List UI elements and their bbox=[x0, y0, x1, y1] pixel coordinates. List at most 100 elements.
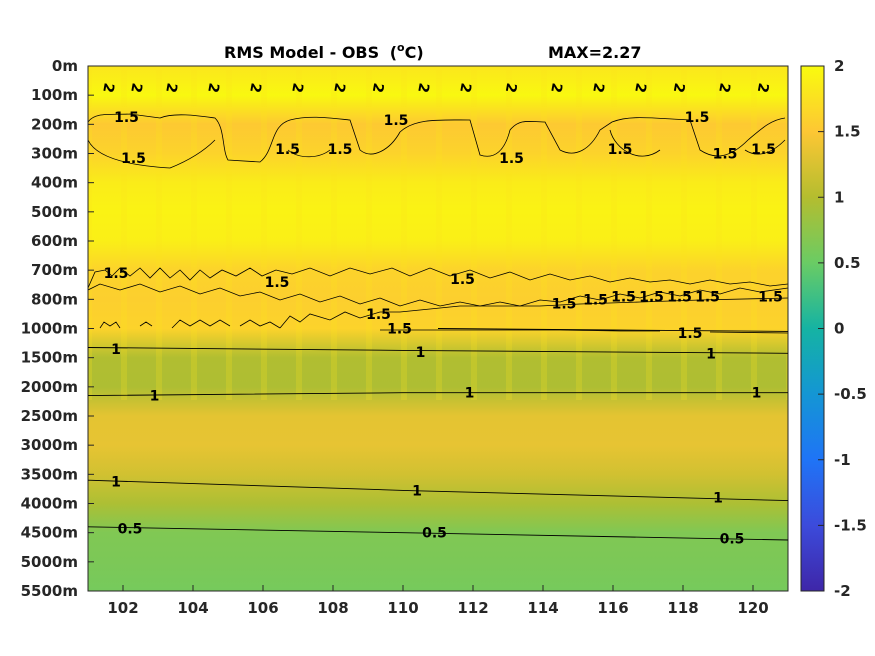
contour-label: 2 bbox=[288, 82, 305, 94]
contour-label: 1.5 bbox=[104, 266, 129, 282]
y-tick-label: 3000m bbox=[21, 436, 78, 454]
contour-1p5-sill bbox=[99, 319, 281, 329]
y-tick-label: 5500m bbox=[21, 582, 78, 600]
y-tick-label: 1500m bbox=[21, 349, 78, 367]
contour-labels: 2 2 2 2 2 2 2 2 2 2 2 2 2 2 2 2 21.5 1.5 1.51.51.5 1.51.51.… bbox=[99, 82, 783, 548]
contour-line-1p5 bbox=[437, 328, 789, 332]
contour-1p5-deep bbox=[279, 297, 788, 329]
contour-label: 1.5 bbox=[713, 147, 738, 163]
contour-label: 2 bbox=[204, 82, 221, 94]
y-tick-label: 100m bbox=[31, 86, 78, 104]
contour-label: 1 bbox=[412, 483, 422, 499]
contour-label: 2 bbox=[369, 82, 386, 94]
contour-label: 1.5 bbox=[611, 289, 636, 305]
y-tick-label: 400m bbox=[31, 174, 78, 192]
y-tick-label: 1000m bbox=[21, 320, 78, 338]
colorbar-tick-label: 1 bbox=[834, 188, 844, 206]
colorbar-ticks: 2 1.5 1 0.5 0 -0.5 -1 -1.5 -2 bbox=[818, 57, 867, 600]
contour-label: 1 bbox=[111, 342, 121, 358]
y-tick-label: 300m bbox=[31, 145, 78, 163]
contour-label: 2 bbox=[456, 82, 473, 94]
y-tick-label: 2000m bbox=[21, 378, 78, 396]
contour-label: 1.5 bbox=[499, 151, 524, 167]
contour-label: 1.5 bbox=[552, 297, 577, 313]
colorbar-tick-label: 2 bbox=[834, 57, 844, 75]
colorbar-tick-label: -1.5 bbox=[834, 516, 867, 534]
contour-label: 1.5 bbox=[695, 289, 720, 305]
contour-label: 1.5 bbox=[583, 292, 608, 308]
contour-label: 1 bbox=[465, 386, 475, 402]
colorbar-tick-label: -0.5 bbox=[834, 385, 867, 403]
max-value-label: MAX=2.27 bbox=[548, 43, 642, 62]
contour-1p5-mid bbox=[88, 267, 788, 289]
chart-title: RMS Model - OBS (oC) bbox=[224, 41, 424, 62]
x-tick-label: 112 bbox=[457, 599, 488, 617]
contour-label: 2 bbox=[330, 82, 347, 94]
contour-label: 0.5 bbox=[118, 521, 143, 537]
contour-label: 1.5 bbox=[751, 142, 776, 158]
colorbar-tick-label: 1.5 bbox=[834, 123, 861, 141]
contour-label: 1.5 bbox=[366, 307, 391, 323]
title-unit-suffix: C) bbox=[405, 43, 424, 62]
x-tick-label: 110 bbox=[387, 599, 418, 617]
title-unit-prefix: ( bbox=[390, 43, 397, 62]
contour-label: 2 bbox=[754, 82, 771, 94]
y-tick-label: 5000m bbox=[21, 553, 78, 571]
x-tick-label: 104 bbox=[177, 599, 208, 617]
contour-label: 2 bbox=[99, 82, 116, 94]
contour-label: 1 bbox=[111, 475, 121, 491]
colorbar-tick-label: -1 bbox=[834, 451, 851, 469]
contour-label: 1.5 bbox=[265, 275, 290, 291]
contour-line-0p5 bbox=[87, 526, 789, 541]
contour-label: 1.5 bbox=[685, 110, 710, 126]
contour-label: 1.5 bbox=[639, 289, 664, 305]
contour-label: 1.5 bbox=[450, 272, 475, 288]
y-tick-label: 600m bbox=[31, 232, 78, 250]
contour-label: 2 bbox=[127, 82, 144, 94]
x-tick-label: 116 bbox=[597, 599, 628, 617]
contour-1p5-upper bbox=[88, 113, 786, 163]
colorbar-tick-label: 0.5 bbox=[834, 254, 861, 272]
contour-label: 0.5 bbox=[720, 532, 745, 548]
contour-label: 1.5 bbox=[114, 110, 139, 126]
contour-label: 2 bbox=[162, 82, 179, 94]
contour-label: 1.5 bbox=[384, 113, 409, 129]
contour-label: 2 bbox=[246, 82, 263, 94]
contour-label: 1.5 bbox=[678, 326, 703, 342]
contour-line-1 bbox=[87, 479, 789, 502]
y-tick-label: 2500m bbox=[21, 407, 78, 425]
contour-lines bbox=[88, 113, 788, 334]
heatmap-streaks bbox=[88, 70, 788, 400]
contour-line-1 bbox=[87, 392, 788, 397]
y-tick-label: 200m bbox=[31, 115, 78, 133]
colorbar-tick-label: -2 bbox=[834, 582, 851, 600]
y-tick-label: 800m bbox=[31, 290, 78, 308]
contour-label: 2 bbox=[631, 82, 648, 94]
contour-label: 2 bbox=[670, 82, 687, 94]
contour-label: 2 bbox=[715, 82, 732, 94]
contour-1p5-upper-b bbox=[88, 129, 786, 169]
contour-label: 1 bbox=[150, 389, 160, 405]
y-tick-label: 500m bbox=[31, 203, 78, 221]
x-tick-label: 108 bbox=[317, 599, 348, 617]
x-tick-label: 120 bbox=[737, 599, 768, 617]
y-tick-label: 700m bbox=[31, 261, 78, 279]
contour-label: 2 bbox=[589, 82, 606, 94]
x-tick-label: 114 bbox=[527, 599, 558, 617]
contour-label: 2 bbox=[414, 82, 431, 94]
contour-label: 1 bbox=[752, 386, 762, 402]
y-tick-label: 3500m bbox=[21, 465, 78, 483]
x-tick-label: 106 bbox=[247, 599, 278, 617]
contour-label: 1.5 bbox=[121, 151, 146, 167]
contour-line-1 bbox=[87, 347, 789, 354]
x-axis: 102 104 106 108 110 112 114 116 118 120 bbox=[107, 585, 769, 617]
contour-level-lines bbox=[87, 328, 789, 541]
y-tick-label: 4000m bbox=[21, 495, 78, 513]
colorbar-tick-label: 0 bbox=[834, 320, 844, 338]
x-tick-label: 118 bbox=[667, 599, 698, 617]
contour-label: 2 bbox=[547, 82, 564, 94]
contour-label: 1.5 bbox=[275, 142, 300, 158]
contour-1p5-lower bbox=[88, 283, 788, 307]
contour-1p5-1000 bbox=[380, 329, 788, 334]
